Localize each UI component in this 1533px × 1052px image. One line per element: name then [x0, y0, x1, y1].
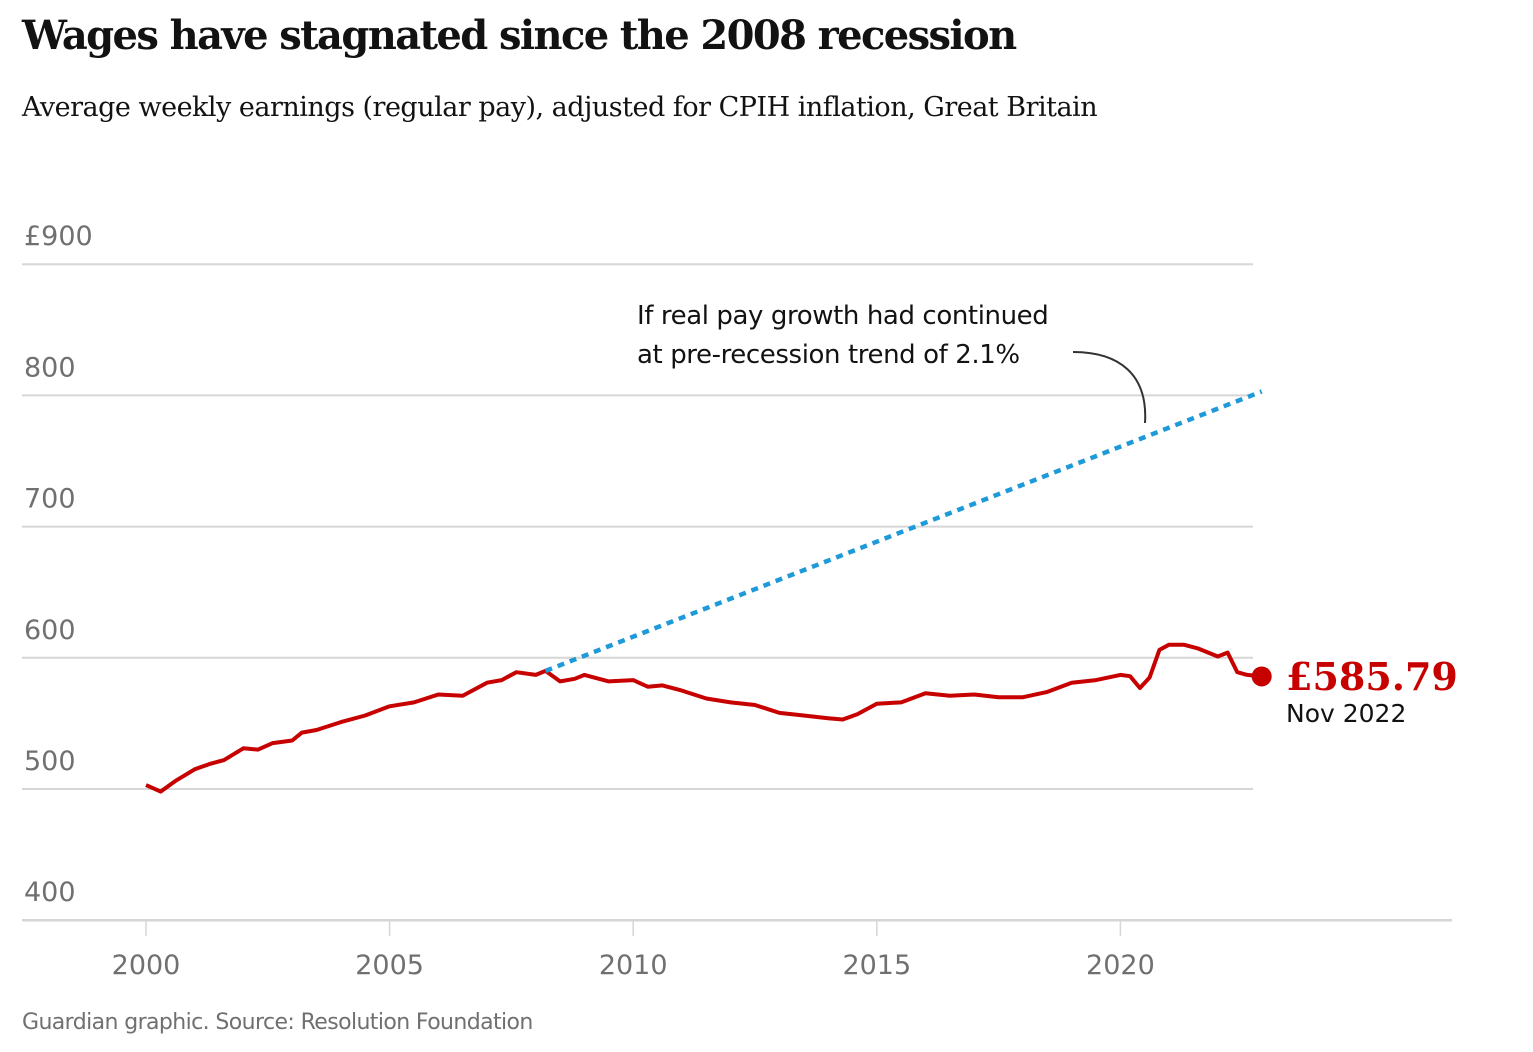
y-tick-label: 700 [24, 484, 76, 515]
source-credit: Guardian graphic. Source: Resolution Fou… [22, 1010, 533, 1035]
annotations: If real pay growth had continued at pre-… [637, 301, 1458, 728]
trend-annotation-line-2: at pre-recession trend of 2.1% [637, 340, 1020, 370]
y-tick-label: 800 [24, 352, 76, 383]
series-lines [145, 389, 1272, 794]
x-tick-label: 2015 [842, 950, 911, 981]
gridlines [22, 263, 1452, 922]
pre-recession-trend-line [544, 389, 1263, 673]
latest-value-marker [1251, 666, 1272, 687]
x-tick-label: 2005 [355, 950, 424, 981]
annotation-leader-line [1072, 351, 1147, 424]
x-tick-label: 2020 [1086, 950, 1155, 981]
chart-subtitle: Average weekly earnings (regular pay), a… [22, 92, 1098, 123]
chart-title: Wages have stagnated since the 2008 rece… [22, 12, 1017, 59]
x-tick-label: 2010 [599, 950, 668, 981]
y-tick-label: 500 [24, 746, 76, 777]
y-tick-label: 400 [24, 877, 76, 908]
trend-annotation-line-1: If real pay growth had continued [637, 301, 1048, 331]
actual-earnings-line [145, 642, 1262, 794]
x-axis: 2000 2005 2010 2015 2020 [112, 920, 1155, 981]
latest-value-label: £585.79 [1286, 654, 1458, 699]
x-tick-label: 2000 [112, 950, 181, 981]
line-chart: £900 800 700 600 500 400 2000 2005 2010 2015 2020… [22, 221, 1458, 981]
latest-date-label: Nov 2022 [1286, 699, 1406, 728]
y-axis-tick-labels: £900 800 700 600 500 400 [24, 221, 93, 908]
y-tick-label: 600 [24, 615, 76, 646]
y-tick-label: £900 [24, 221, 93, 252]
